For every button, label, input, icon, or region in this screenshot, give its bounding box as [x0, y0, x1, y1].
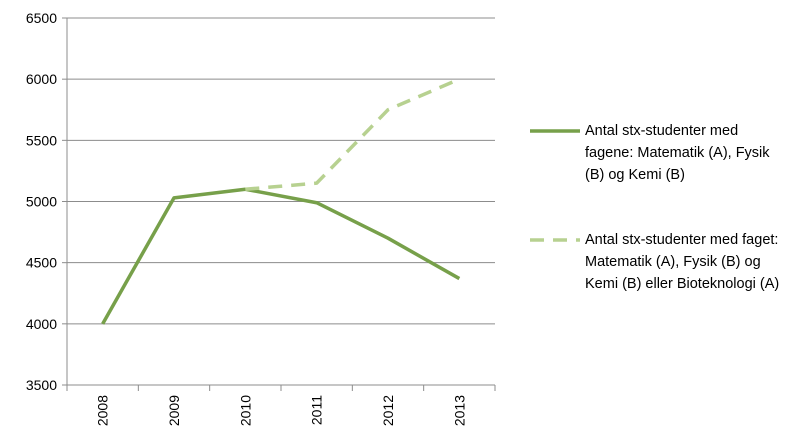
x-tick-label: 2012	[380, 395, 396, 426]
y-tick-label: 4000	[26, 316, 57, 332]
x-tick-label: 2009	[166, 395, 182, 426]
x-tick-label: 2011	[309, 395, 325, 425]
y-tick-label: 4500	[26, 255, 57, 271]
series-line	[245, 77, 461, 192]
y-tick-label: 3500	[26, 377, 57, 393]
y-tick-label: 5500	[26, 132, 57, 148]
series-line	[101, 187, 461, 325]
legend-label: Antal stx-studenter med faget: Matematik…	[585, 232, 780, 292]
x-tick-label: 2010	[237, 395, 253, 426]
legend-label: Antal stx-studenter med fagene: Matemati…	[585, 123, 770, 183]
y-tick-label: 5000	[26, 194, 57, 210]
x-tick-label: 2013	[451, 395, 467, 426]
y-tick-label: 6000	[26, 71, 57, 87]
x-tick-label: 2008	[95, 395, 111, 426]
y-tick-label: 6500	[26, 10, 57, 26]
